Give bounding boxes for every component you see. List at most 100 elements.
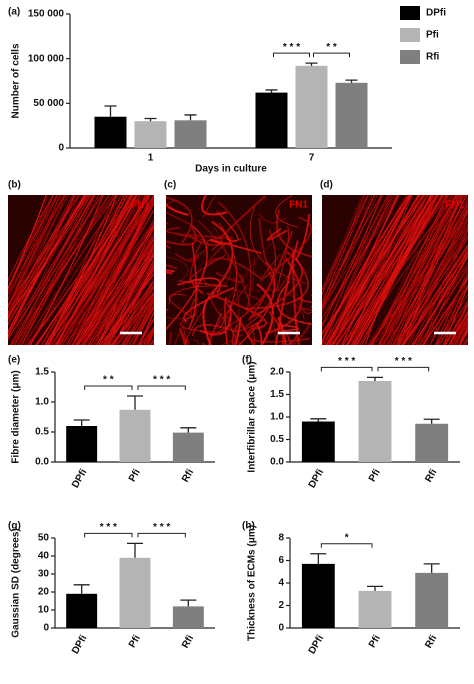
fibre xyxy=(275,195,298,228)
error-bar xyxy=(180,599,197,607)
fibre xyxy=(367,207,468,345)
fibre xyxy=(138,310,154,345)
fibre xyxy=(233,333,244,345)
fibre xyxy=(265,289,305,320)
fibre xyxy=(213,225,231,285)
panel-label: (f) xyxy=(242,355,252,366)
fibre xyxy=(260,254,280,282)
fibre xyxy=(459,323,468,345)
legend-swatch xyxy=(400,6,420,20)
fibre xyxy=(8,195,47,291)
fibre xyxy=(324,195,395,345)
fibre xyxy=(131,300,154,345)
fibre xyxy=(347,195,457,345)
fibre xyxy=(361,195,435,345)
fibre xyxy=(135,316,154,345)
fibre xyxy=(250,251,304,319)
fibre xyxy=(139,326,154,345)
x-tick-label: Rfi xyxy=(180,467,196,484)
fibre xyxy=(234,317,242,345)
y-tick-label: 0.0 xyxy=(35,457,49,468)
fibre xyxy=(8,195,90,316)
fibre xyxy=(10,195,103,345)
fibre xyxy=(453,319,468,345)
fibre xyxy=(8,195,90,318)
fibre xyxy=(8,195,66,319)
fibre xyxy=(353,195,445,345)
fibre xyxy=(142,325,154,345)
x-tick-label: Pfi xyxy=(367,467,383,484)
fibre xyxy=(173,317,189,345)
fibre xyxy=(51,195,137,345)
stain-label: FN1 xyxy=(131,200,150,211)
fibre xyxy=(143,327,154,345)
fibre xyxy=(147,329,154,345)
error-bar xyxy=(73,419,90,426)
fibre xyxy=(113,281,154,345)
error-bar xyxy=(104,105,117,117)
bar xyxy=(358,381,392,462)
significance-label: * * * xyxy=(283,42,300,53)
fibre xyxy=(352,195,449,345)
fibre xyxy=(243,271,275,329)
fibre xyxy=(28,195,129,345)
fibre xyxy=(256,283,274,345)
fibre xyxy=(276,280,312,325)
fibre xyxy=(249,207,306,284)
fibre xyxy=(294,214,311,261)
fibre xyxy=(237,261,276,345)
bar xyxy=(134,121,167,148)
fibre xyxy=(244,258,309,310)
fibre xyxy=(55,195,151,345)
y-tick-label: 1.5 xyxy=(270,389,284,400)
fibre xyxy=(247,231,293,321)
fibre xyxy=(8,195,66,295)
fibre xyxy=(322,195,383,328)
fibre xyxy=(92,242,154,345)
x-tick-label: Pfi xyxy=(127,633,143,650)
panel-label: (g) xyxy=(8,521,21,532)
significance-bracket xyxy=(137,385,186,390)
fibre xyxy=(58,199,154,345)
error-bar xyxy=(127,395,143,410)
fibre xyxy=(379,195,449,345)
fibre xyxy=(448,310,468,345)
fibre xyxy=(95,251,154,345)
fibre xyxy=(62,196,154,345)
fibre xyxy=(383,195,459,345)
fibre xyxy=(350,195,440,345)
fibre xyxy=(149,338,154,345)
fibre xyxy=(8,195,87,334)
fibre xyxy=(463,338,468,345)
fibre xyxy=(448,313,468,345)
y-tick-label: 100 000 xyxy=(28,53,65,64)
fibre xyxy=(8,195,65,307)
y-tick-label: 4 xyxy=(278,578,284,589)
fibre xyxy=(8,195,75,325)
fibre xyxy=(422,228,468,345)
fibre xyxy=(109,260,154,345)
y-tick-label: 40 xyxy=(38,551,50,562)
fibre xyxy=(174,252,200,262)
fibre xyxy=(210,220,234,294)
y-tick-label: 0 xyxy=(58,143,64,154)
fibre xyxy=(178,328,186,345)
fibre xyxy=(75,235,154,345)
bar xyxy=(66,593,98,628)
fibre xyxy=(419,265,468,345)
fibre xyxy=(166,264,178,270)
fibre xyxy=(193,339,199,345)
error-bar xyxy=(73,584,90,594)
fibre xyxy=(83,220,154,345)
fibre xyxy=(231,331,234,345)
y-tick-label: 30 xyxy=(38,569,50,580)
fibre xyxy=(302,307,312,315)
bar xyxy=(335,82,368,148)
fibre xyxy=(434,269,468,345)
fibre xyxy=(402,205,468,345)
fibre xyxy=(418,267,468,345)
fibre xyxy=(442,284,468,345)
fibre xyxy=(52,195,133,345)
legend-swatch xyxy=(400,28,420,42)
fibre xyxy=(332,195,412,345)
